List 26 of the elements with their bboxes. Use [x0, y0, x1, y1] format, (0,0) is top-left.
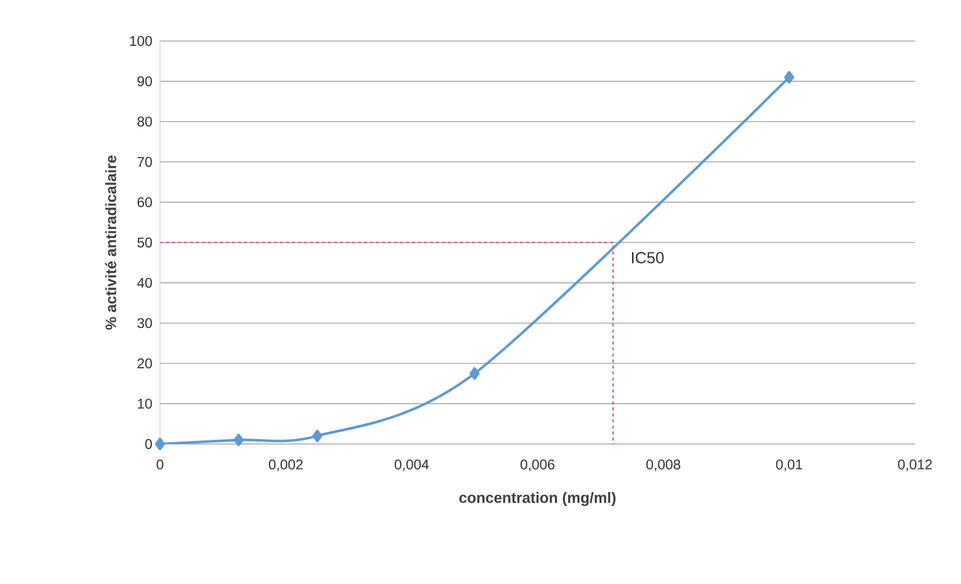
- x-axis-title: concentration (mg/ml): [459, 492, 616, 506]
- point: [312, 430, 322, 442]
- annotation: IC50: [632, 252, 664, 264]
- y-tick-label: 40: [137, 278, 152, 288]
- x-tick-label: 0,006: [520, 460, 554, 472]
- y-tick-label: 30: [137, 318, 152, 328]
- y-tick-label: 50: [137, 238, 152, 248]
- x-tick-label: 0,002: [268, 460, 303, 472]
- x-tick-label: 0,004: [394, 460, 429, 472]
- y-tick-label: 0: [145, 439, 152, 449]
- point: [155, 438, 166, 450]
- y-axis-title: % activité antiradicalaire: [105, 155, 116, 330]
- x-tick-label: 0: [156, 460, 164, 470]
- y-tick-label: 80: [138, 116, 152, 127]
- point: [234, 434, 244, 446]
- x-tick-label: 0,012: [898, 460, 932, 472]
- x-tick-label: 0,01: [776, 460, 802, 472]
- y-tick-label: 20: [138, 358, 152, 368]
- x-tick-label: 0,008: [646, 460, 680, 472]
- point: [470, 367, 480, 380]
- y-tick-label: 90: [138, 76, 152, 86]
- y-tick-label: 60: [138, 197, 152, 208]
- point: [784, 71, 794, 84]
- y-tick-label: 70: [138, 156, 152, 167]
- y-tick-label: 10: [138, 398, 152, 409]
- y-tick-label: 100: [130, 36, 152, 46]
